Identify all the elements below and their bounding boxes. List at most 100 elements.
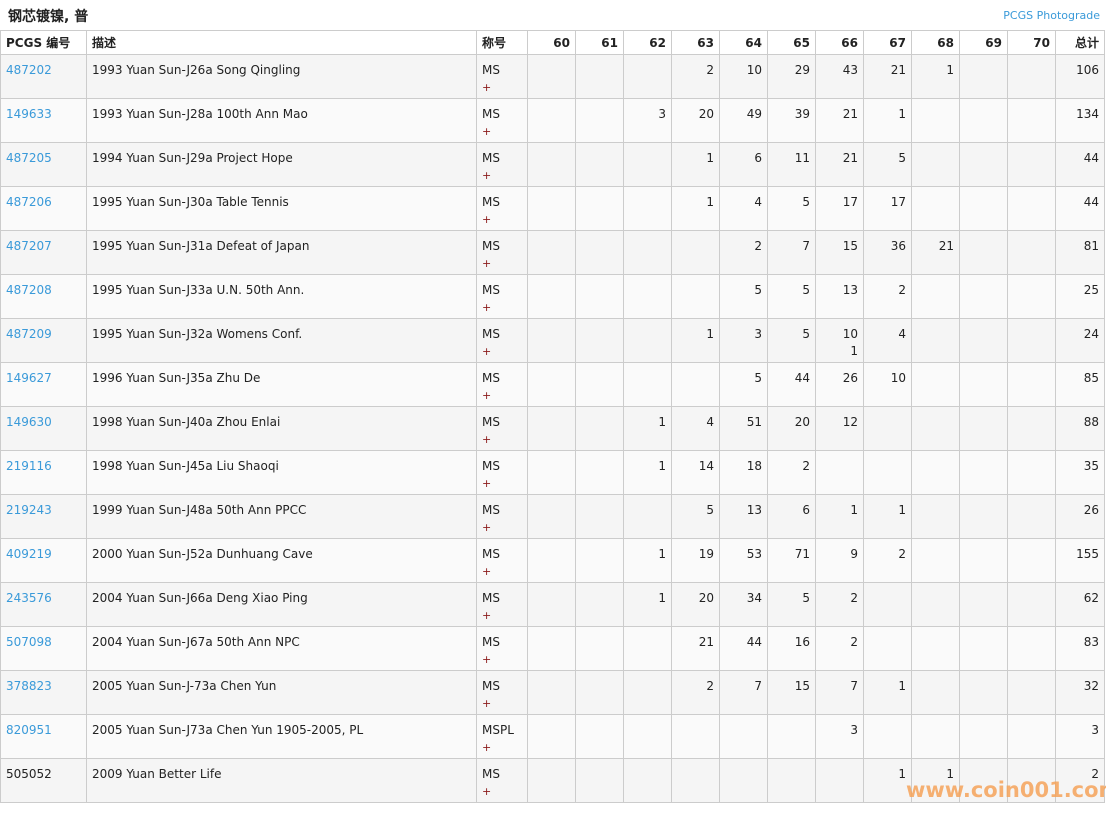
grade-count-cell: 1 <box>911 54 960 99</box>
pcgs-number[interactable]: 487208 <box>6 283 52 297</box>
pcgs-number[interactable]: 487207 <box>6 239 52 253</box>
pcgs-number[interactable]: 487209 <box>6 327 52 341</box>
grade-count-cell <box>527 450 576 495</box>
grade-count-cell: 2 <box>671 54 720 99</box>
grade-count-cell: 3 <box>719 318 768 363</box>
grade-count-cell <box>1007 98 1056 143</box>
description-cell: 2005 Yuan Sun-J73a Chen Yun 1905-2005, P… <box>86 714 477 759</box>
pcgs-number[interactable]: 149627 <box>6 371 52 385</box>
grade-count-cell: 1 <box>863 494 912 539</box>
grade-count-cell: 4 <box>719 186 768 231</box>
grade-count-cell: 5 <box>767 186 816 231</box>
grade-count-cell <box>1007 714 1056 759</box>
grade-count-cell: 26 <box>815 362 864 407</box>
grade-count-cell: 16 <box>767 626 816 671</box>
pcgs-number[interactable]: 219116 <box>6 459 52 473</box>
grade-count-cell <box>1007 494 1056 539</box>
grade-count-cell <box>1007 142 1056 187</box>
grade-count-cell: 39 <box>767 98 816 143</box>
description-cell: 1993 Yuan Sun-J26a Song Qingling <box>86 54 477 99</box>
pcgs-number[interactable]: 409219 <box>6 547 52 561</box>
plus-grade-marker: + <box>482 653 492 666</box>
pcgs-number[interactable]: 487202 <box>6 63 52 77</box>
total-cell: 2 <box>1055 758 1105 803</box>
pcgs-number[interactable]: 507098 <box>6 635 52 649</box>
grade-count-cell: 9 <box>815 538 864 583</box>
grade-count-cell <box>911 406 960 451</box>
designation-cell: MS + <box>476 450 528 495</box>
grade-count-cell <box>575 670 624 715</box>
grade-count-cell: 7 <box>767 230 816 275</box>
grade-count-cell: 11 <box>767 142 816 187</box>
table-row: 149630 1998 Yuan Sun-J40a Zhou Enlai MS +1 4… <box>0 406 1105 451</box>
grade-count-cell <box>623 626 672 671</box>
grade-count-cell <box>575 406 624 451</box>
grade-count-cell <box>959 670 1008 715</box>
grade-count-cell: 2 <box>719 230 768 275</box>
grade-count-cell <box>623 186 672 231</box>
grade-count-cell <box>719 758 768 803</box>
pcgs-number-cell: 507098 <box>0 626 87 671</box>
pcgs-number[interactable]: 487205 <box>6 151 52 165</box>
grade-count-cell <box>575 494 624 539</box>
table-row: 487207 1995 Yuan Sun-J31a Defeat of Japan… <box>0 230 1105 275</box>
grade-count-cell <box>527 494 576 539</box>
description-cell: 2000 Yuan Sun-J52a Dunhuang Cave <box>86 538 477 583</box>
description-cell: 1995 Yuan Sun-J32a Womens Conf. <box>86 318 477 363</box>
grade-count-cell: 21 <box>815 98 864 143</box>
grade-count-cell: 53 <box>719 538 768 583</box>
grade-count-cell: 5 <box>863 142 912 187</box>
grade-count-cell <box>959 54 1008 99</box>
grade-count-cell: 5 <box>767 582 816 627</box>
grade-count-cell: 2 <box>863 538 912 583</box>
grade-count-cell <box>911 494 960 539</box>
pcgs-photograde-link[interactable]: PCGS Photograde <box>1003 9 1100 22</box>
designation: MS <box>482 63 500 77</box>
grade-count-cell <box>623 670 672 715</box>
grade-count-cell <box>623 54 672 99</box>
designation: MS <box>482 415 500 429</box>
plus-grade-marker: + <box>482 785 492 798</box>
pcgs-number[interactable]: 378823 <box>6 679 52 693</box>
pcgs-number[interactable]: 149630 <box>6 415 52 429</box>
grade-count-cell <box>911 626 960 671</box>
pcgs-number[interactable]: 820951 <box>6 723 52 737</box>
pcgs-number[interactable]: 149633 <box>6 107 52 121</box>
grade-count-cell <box>671 362 720 407</box>
grade-count-cell <box>527 758 576 803</box>
grade-count-cell: 2 <box>767 450 816 495</box>
pcgs-number[interactable]: 243576 <box>6 591 52 605</box>
grade-count-cell <box>527 406 576 451</box>
grade-count-cell: 10 1 <box>815 318 864 363</box>
column-header: 69 <box>959 30 1008 55</box>
grade-count-cell: 1 <box>815 494 864 539</box>
grade-count-cell <box>863 582 912 627</box>
grade-count-cell: 20 <box>671 98 720 143</box>
pcgs-number[interactable]: 219243 <box>6 503 52 517</box>
grade-count-cell: 21 <box>911 230 960 275</box>
pcgs-number[interactable]: 487206 <box>6 195 52 209</box>
table-row: 378823 2005 Yuan Sun-J-73a Chen Yun MS +2 7 1… <box>0 670 1105 715</box>
total-cell: 26 <box>1055 494 1105 539</box>
designation-cell: MS + <box>476 142 528 187</box>
grade-count-cell <box>623 758 672 803</box>
grade-count-cell <box>911 98 960 143</box>
grade-count-cell <box>959 98 1008 143</box>
grade-count-cell <box>959 362 1008 407</box>
description-cell: 2009 Yuan Better Life <box>86 758 477 803</box>
designation-cell: MS + <box>476 626 528 671</box>
plus-grade-marker: + <box>482 389 492 402</box>
grade-count-cell <box>959 538 1008 583</box>
grade-count-cell <box>623 494 672 539</box>
grade-count-cell <box>911 142 960 187</box>
grade-count-cell <box>623 714 672 759</box>
designation: MS <box>482 591 500 605</box>
grade-count-cell: 15 <box>815 230 864 275</box>
pcgs-number-cell: 487205 <box>0 142 87 187</box>
column-header: 62 <box>623 30 672 55</box>
designation-cell: MS + <box>476 758 528 803</box>
table-row: 487206 1995 Yuan Sun-J30a Table Tennis MS +… <box>0 186 1105 231</box>
grade-count-cell: 1 <box>863 758 912 803</box>
grade-count-cell <box>863 626 912 671</box>
designation: MS <box>482 327 500 341</box>
